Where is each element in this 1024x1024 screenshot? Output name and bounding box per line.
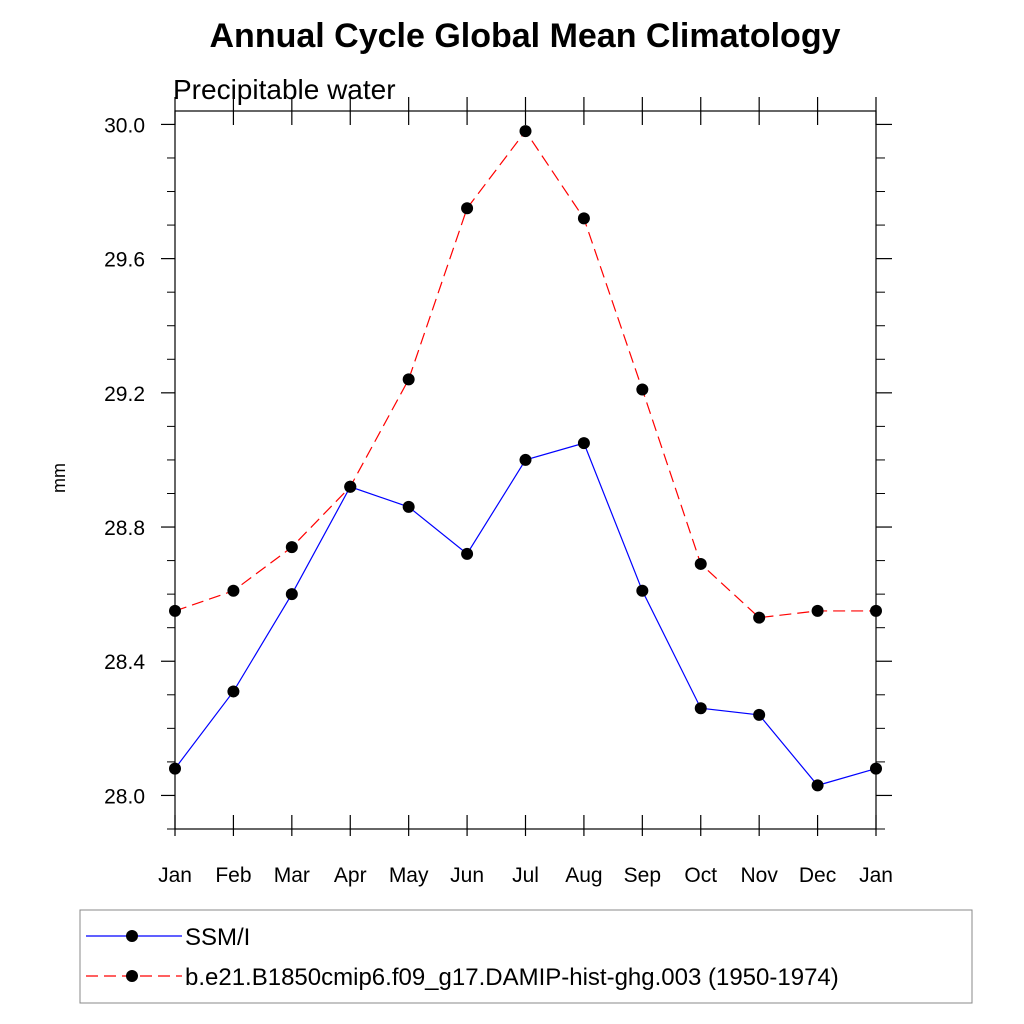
series-1-point	[694, 557, 707, 570]
y-tick-label: 29.6	[104, 249, 145, 272]
series-1-point	[461, 202, 474, 215]
y-tick-label: 28.0	[104, 785, 145, 808]
plot-frame	[174, 110, 877, 830]
series-1-point	[227, 584, 240, 597]
series-1-point	[753, 611, 766, 624]
series-1-point	[577, 212, 590, 225]
y-tick-labels: 28.0 28.4 28.8 29.2 29.6 30.0	[104, 114, 145, 808]
x-tick-label: Jan	[859, 864, 893, 887]
series-1-point	[402, 373, 415, 386]
x-tick-label: Jun	[450, 864, 484, 887]
series-0-point	[870, 762, 882, 775]
legend-marker-0	[126, 930, 138, 942]
series-0-point	[636, 584, 649, 597]
y-tick-label: 30.0	[104, 114, 145, 137]
series-line-0	[174, 442, 877, 787]
series-0-point	[169, 762, 181, 775]
series-1-point	[285, 541, 298, 554]
series-1-point	[811, 604, 824, 617]
series-0-point	[577, 437, 590, 450]
x-tick-label: Jan	[158, 864, 192, 887]
series-0-point	[519, 453, 532, 466]
x-tick-label: Nov	[740, 864, 778, 887]
x-tick-label: Feb	[215, 864, 251, 887]
x-tick-label: Oct	[684, 864, 717, 887]
chart-title: Annual Cycle Global Mean Climatology	[210, 17, 841, 55]
legend-box	[79, 909, 973, 1004]
x-tick-label: Jul	[512, 864, 539, 887]
y-tick-label: 28.8	[104, 517, 145, 540]
series-1-point	[870, 604, 882, 617]
series-1-point	[344, 480, 357, 493]
x-tick-label: Dec	[799, 864, 836, 887]
series-0-point	[402, 500, 415, 513]
series-1-point	[519, 125, 532, 138]
x-tick-labels: Jan Feb Mar Apr May Jun Jul Aug Sep Oct Nov Dec Jan	[158, 864, 893, 887]
legend: SSM/I b.e21.B1850cmip6.f09_g17.DAMIP-hist…	[86, 924, 839, 991]
series-0-point	[285, 588, 298, 601]
chart-subtitle: Precipitable water	[173, 74, 396, 105]
x-tick-label: Apr	[334, 864, 367, 887]
series-line-1	[174, 130, 876, 619]
x-tick-label: May	[389, 864, 429, 887]
x-tick-label: Aug	[565, 864, 602, 887]
series-1-point	[169, 604, 181, 617]
y-tick-label: 29.2	[104, 383, 145, 406]
legend-label-0: SSM/I	[185, 924, 250, 951]
x-tick-label: Mar	[274, 864, 310, 887]
series-1-point	[636, 383, 649, 396]
series-group	[169, 125, 882, 792]
y-tick-label: 28.4	[104, 651, 145, 674]
y-axis-label: mm	[49, 463, 69, 493]
series-0-point	[753, 708, 766, 721]
legend-marker-1	[126, 970, 138, 982]
axis-ticks	[161, 97, 892, 836]
series-0-point	[227, 685, 240, 698]
series-0-point	[811, 779, 824, 792]
series-0-point	[461, 547, 474, 560]
legend-label-1: b.e21.B1850cmip6.f09_g17.DAMIP-hist-ghg.…	[185, 964, 839, 991]
x-tick-label: Sep	[624, 864, 661, 887]
series-0-point	[694, 702, 707, 715]
